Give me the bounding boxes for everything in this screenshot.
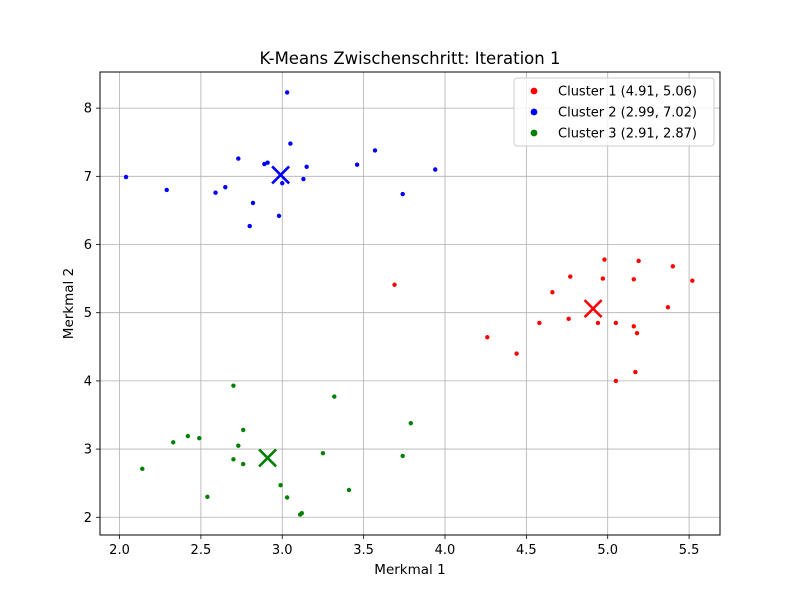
cluster-1-point (636, 258, 641, 264)
centroid-cross-stroke (583, 299, 603, 319)
cluster-3-point (400, 453, 405, 459)
cluster-2-point (164, 187, 169, 193)
cluster-2-point (280, 180, 285, 186)
legend-marker-cluster-2 (530, 108, 538, 116)
plot-area-frame (99, 71, 721, 536)
cluster-2-point (276, 213, 282, 219)
legend-label-cluster-2: Cluster 2 (2.99, 7.02) (558, 106, 697, 121)
cluster-1-point (550, 290, 555, 295)
y-tick-label: 2 (84, 511, 92, 526)
y-tick-label: 5 (84, 306, 92, 321)
centroids (258, 165, 603, 468)
cluster-2-point (213, 190, 218, 195)
cluster-2-point (223, 185, 228, 190)
axis-ticks: 2.0 2.5 3.0 3.5 4.0 4.5 5.0 5.5 2 3 4 5 6 7 8 (84, 102, 700, 558)
y-tick-label: 6 (84, 238, 92, 253)
cluster-2-point (433, 167, 438, 172)
cluster-2-point (284, 90, 290, 95)
legend-box (513, 77, 715, 147)
cluster-2-point (354, 162, 360, 167)
x-tick-label: 4.5 (516, 543, 537, 558)
cluster-1-point (631, 277, 636, 282)
y-tick-label: 4 (84, 374, 92, 389)
y-tick-label: 3 (84, 443, 92, 458)
x-tick-label: 3.0 (272, 543, 293, 558)
cluster-3-point (241, 461, 246, 467)
x-tick-label: 2.5 (191, 543, 212, 558)
cluster-2-point (247, 223, 252, 229)
cluster-1-point (613, 320, 619, 326)
legend-label-cluster-1: Cluster 1 (4.91, 5.06) (558, 85, 697, 100)
cluster-1-point (633, 369, 638, 375)
cluster-3-point (241, 427, 246, 433)
cluster-3-point (297, 512, 303, 517)
cluster-3-centroid-marker (258, 448, 278, 468)
data-points (123, 90, 695, 517)
cluster-3-point (278, 483, 283, 488)
cluster-1-point (670, 264, 676, 269)
cluster-2-point (288, 141, 293, 146)
cluster-1-point (566, 316, 571, 322)
cluster-3-point (408, 420, 414, 426)
cluster-1-point (485, 335, 490, 340)
cluster-2-point (250, 200, 256, 206)
cluster-3-point (346, 487, 352, 493)
centroid-cross-stroke (271, 165, 291, 185)
cluster-3-point (332, 394, 337, 399)
cluster-2-point (236, 156, 241, 161)
x-axis-label: Merkmal 1 (374, 562, 445, 578)
cluster-2-point (400, 191, 405, 197)
y-tick-label: 7 (84, 170, 92, 185)
chart-title: K-Means Zwischenschritt: Iteration 1 (260, 49, 561, 68)
cluster-3-point (284, 495, 290, 500)
cluster-3-point (171, 440, 176, 445)
x-tick-label: 4.0 (435, 543, 456, 558)
cluster-3-point (231, 383, 236, 388)
cluster-1-point (537, 320, 542, 326)
cluster-3-point (140, 466, 145, 472)
cluster-1-point (514, 351, 519, 356)
legend-marker-cluster-1 (530, 87, 538, 95)
cluster-1-point (631, 324, 636, 329)
legend: Cluster 1 (4.91, 5.06) Cluster 2 (2.99, 7… (513, 77, 715, 147)
cluster-2-point (372, 148, 378, 153)
cluster-1-centroid-marker (583, 299, 603, 319)
legend-label-cluster-3: Cluster 3 (2.91, 2.87) (558, 127, 697, 142)
y-tick-label: 8 (84, 102, 92, 117)
cluster-1-point (392, 282, 397, 287)
cluster-1-point (602, 257, 607, 262)
cluster-3-point (185, 433, 191, 439)
cluster-1-point (690, 278, 695, 283)
cluster-2-point (304, 164, 309, 169)
x-tick-label: 5.5 (679, 543, 700, 558)
cluster-3-point (205, 494, 210, 500)
cluster-1-point (595, 320, 601, 326)
cluster-3-point (320, 450, 326, 456)
cluster-1-point (634, 330, 640, 336)
centroid-cross-stroke (258, 448, 278, 468)
cluster-1-point (568, 274, 573, 279)
cluster-1-point (665, 305, 671, 310)
cluster-3-point (231, 457, 236, 462)
cluster-2-point (262, 161, 267, 167)
cluster-2-point (123, 174, 129, 180)
x-tick-label: 5.0 (597, 543, 618, 558)
cluster-3-point (236, 443, 241, 448)
legend-marker-cluster-3 (530, 129, 538, 137)
cluster-2-point (301, 176, 306, 182)
cluster-1-point (613, 378, 619, 384)
cluster-1-point (600, 276, 606, 281)
cluster-2-centroid-marker (271, 165, 291, 185)
y-axis-label: Merkmal 2 (61, 268, 77, 339)
x-tick-label: 2.0 (109, 543, 130, 558)
x-tick-label: 3.5 (353, 543, 374, 558)
cluster-3-point (197, 435, 202, 441)
